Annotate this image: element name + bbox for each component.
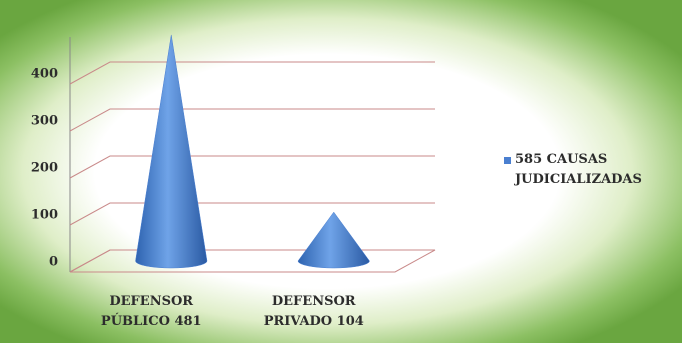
cone-body [297, 211, 370, 269]
floor [69, 249, 436, 273]
cone-body [135, 34, 208, 269]
grid-line [69, 155, 435, 179]
y-tick-label: 100 [31, 208, 58, 223]
cone [297, 211, 370, 269]
y-tick-label: 300 [31, 114, 58, 129]
grid-line [69, 202, 435, 226]
y-tick-label: 400 [31, 67, 58, 82]
grid-line [69, 61, 435, 85]
grid-line [69, 249, 435, 273]
legend-label: 585 CAUSAS JUDICIALIZADAS [515, 152, 642, 187]
grid-line [69, 108, 435, 132]
x-tick-label: DEFENSOR PÚBLICO 481 [100, 294, 202, 329]
y-tick-label: 0 [49, 255, 58, 270]
cone [135, 34, 208, 269]
y-tick-label: 200 [31, 161, 58, 176]
x-tick-label: DEFENSOR PRIVADO 104 [263, 294, 364, 329]
legend-swatch [504, 157, 511, 164]
